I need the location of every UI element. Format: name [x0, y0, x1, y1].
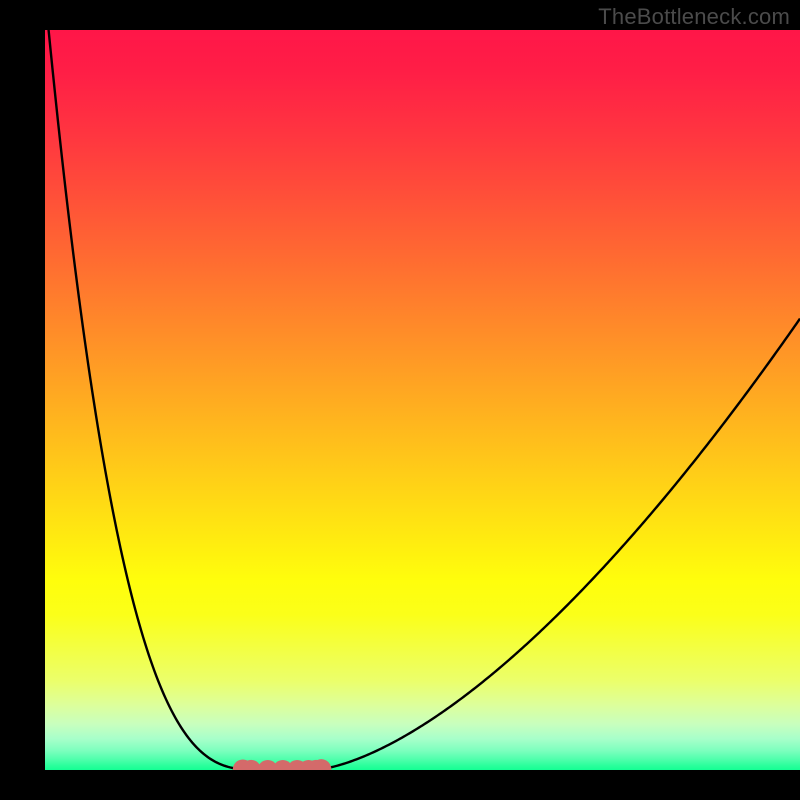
attribution-text: TheBottleneck.com [598, 4, 790, 30]
curve-markers [233, 759, 332, 780]
chart-stage: TheBottleneck.com [0, 0, 800, 800]
bottleneck-chart [0, 0, 800, 800]
plot-background [45, 30, 800, 770]
curve-marker [311, 759, 331, 779]
